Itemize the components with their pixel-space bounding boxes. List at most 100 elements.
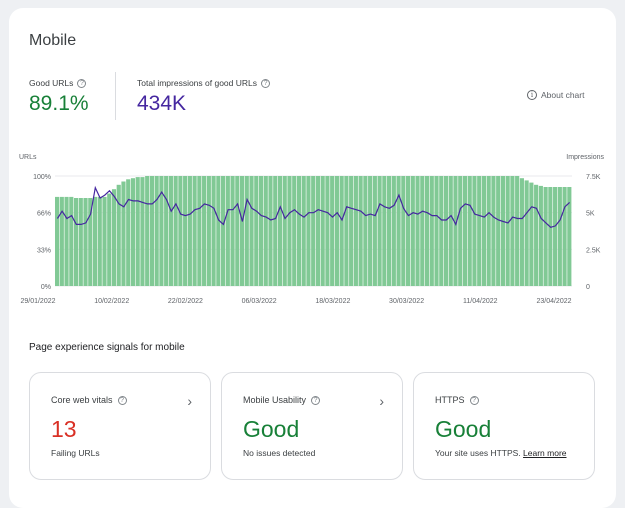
bar xyxy=(519,178,524,286)
bar xyxy=(477,176,482,286)
bar xyxy=(121,181,126,286)
bar xyxy=(377,176,382,286)
help-icon[interactable]: ? xyxy=(311,395,321,405)
bar xyxy=(405,176,411,286)
bar xyxy=(59,196,64,286)
bar xyxy=(116,184,121,286)
bar xyxy=(434,176,439,286)
bar xyxy=(562,187,567,286)
help-icon[interactable]: ? xyxy=(117,395,127,405)
signal-subtext: Failing URLs xyxy=(51,448,100,458)
bar xyxy=(130,178,136,286)
bar xyxy=(334,176,339,286)
bar xyxy=(320,176,325,286)
bar xyxy=(277,176,283,286)
bar xyxy=(187,176,192,286)
bar xyxy=(529,182,534,286)
bar xyxy=(491,176,496,286)
bar xyxy=(401,176,406,286)
bar xyxy=(197,176,202,286)
bar xyxy=(88,198,93,286)
x-tick-label: 11/04/2022 xyxy=(463,298,498,305)
bar xyxy=(239,176,245,286)
learn-more-link[interactable]: Learn more xyxy=(523,448,567,458)
bar xyxy=(344,176,349,286)
bar xyxy=(524,180,529,286)
chevron-right-icon: › xyxy=(379,393,384,409)
impressions-value: 434K xyxy=(137,92,187,115)
bar xyxy=(486,176,491,286)
bar xyxy=(315,176,321,286)
bar xyxy=(235,176,240,286)
left-axis-label: URLs xyxy=(19,154,37,161)
bar xyxy=(439,176,444,286)
bar xyxy=(301,176,306,286)
bar xyxy=(168,176,173,286)
bar xyxy=(282,176,287,286)
help-icon[interactable]: ? xyxy=(77,78,87,88)
signal-label: HTTPS ? xyxy=(435,395,479,405)
bar xyxy=(534,184,539,286)
bar xyxy=(92,196,98,286)
help-icon[interactable]: ? xyxy=(261,78,271,88)
bar xyxy=(387,176,392,286)
bar xyxy=(467,176,472,286)
bar xyxy=(391,176,396,286)
bar xyxy=(230,176,235,286)
bar xyxy=(453,176,458,286)
bar xyxy=(557,187,562,286)
bar xyxy=(292,176,297,286)
bar xyxy=(311,176,316,286)
x-tick-label: 10/02/2022 xyxy=(94,298,129,305)
bar xyxy=(64,196,69,286)
bar xyxy=(462,176,468,286)
metric-divider xyxy=(115,72,116,120)
bar xyxy=(548,187,553,286)
bar xyxy=(102,196,107,286)
help-icon[interactable]: ? xyxy=(469,395,479,405)
bar xyxy=(263,176,268,286)
bar xyxy=(396,176,401,286)
x-tick-label: 30/03/2022 xyxy=(389,298,424,305)
x-tick-label: 22/02/2022 xyxy=(168,298,203,305)
signal-https: HTTPS ? Good Your site uses HTTPS. Learn… xyxy=(413,372,595,480)
x-tick-label: 18/03/2022 xyxy=(315,298,350,305)
bar xyxy=(154,176,159,286)
bar xyxy=(358,176,363,286)
bar xyxy=(149,176,155,286)
chevron-right-icon: › xyxy=(187,393,192,409)
bar xyxy=(107,193,112,286)
bar xyxy=(140,177,145,286)
signal-core-web-vitals[interactable]: Core web vitals ? › 13 Failing URLs xyxy=(29,372,211,480)
impressions-label: Total impressions of good URLs ? xyxy=(137,78,271,88)
bar xyxy=(206,176,211,286)
right-axis-label: Impressions xyxy=(566,154,604,161)
bar xyxy=(510,176,515,286)
bar xyxy=(287,176,292,286)
bar xyxy=(216,176,221,286)
bar xyxy=(178,176,183,286)
bar xyxy=(159,176,164,286)
bar xyxy=(111,189,117,286)
bar xyxy=(249,176,254,286)
page-title: Mobile xyxy=(29,32,77,49)
about-chart-link[interactable]: i About chart xyxy=(527,90,584,100)
bar xyxy=(97,196,102,286)
right-tick-label: 2.5K xyxy=(586,247,601,254)
bar xyxy=(368,176,373,286)
bar xyxy=(135,177,140,286)
signal-mobile-usability[interactable]: Mobile Usability ? › Good No issues dete… xyxy=(221,372,403,480)
impressions-line xyxy=(56,185,571,228)
chart-line xyxy=(56,185,571,228)
bar xyxy=(424,176,430,286)
signal-value: Good xyxy=(435,416,492,442)
mobile-card: Mobile Good URLs ? 89.1% Total impressio… xyxy=(9,8,616,508)
bar xyxy=(183,176,188,286)
signal-subtext: Your site uses HTTPS. Learn more xyxy=(435,448,567,458)
bar xyxy=(429,176,434,286)
bar xyxy=(567,187,572,286)
chart-axes: 100% 7.5K 66% 5K 33% 2.5K 0% 0 29/01/2022 10/02/2… xyxy=(20,174,600,305)
bar xyxy=(225,176,230,286)
bar xyxy=(443,176,449,286)
bar xyxy=(472,176,477,286)
